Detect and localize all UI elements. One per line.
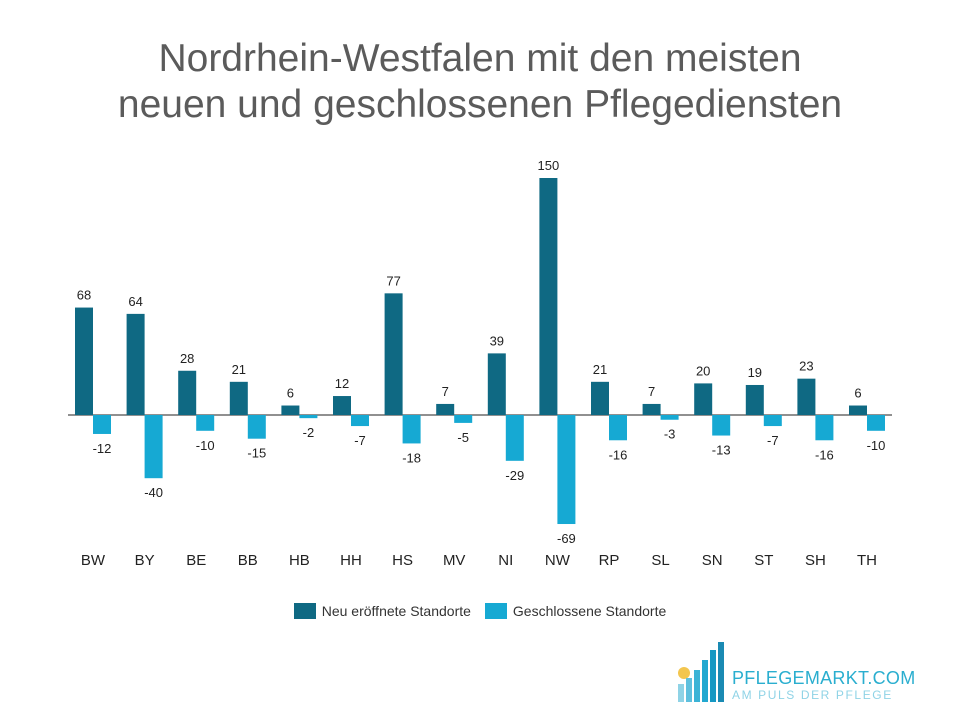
chart-legend: Neu eröffnete Standorte Geschlossene Sta… [0,603,960,619]
data-label-opened-bb: 21 [232,362,246,377]
chart-title-line-2: neuen und geschlossenen Pflegediensten [117,83,843,126]
data-label-closed-rp: -16 [609,447,628,462]
bar-closed-hh [351,415,369,427]
data-label-opened-hh: 12 [335,376,349,391]
bar-closed-th [867,415,885,431]
bar-closed-ni [505,415,524,461]
data-label-opened-nw: 150 [538,158,560,173]
data-label-closed-hs: -18 [402,450,421,465]
bar-opened-nw [539,178,558,415]
bar-opened-mv [436,403,455,415]
data-label-opened-ni: 39 [490,333,504,348]
x-tick-label-sn: SN [702,552,723,569]
bar-closed-be [196,415,215,431]
data-label-closed-hh: -7 [354,433,366,448]
data-label-closed-hb: -2 [303,425,315,440]
x-tick-label-rp: RP [599,552,620,569]
bar-closed-mv [454,415,473,423]
chart-title-line-1: Nordrhein-Westfalen mit den meisten [158,37,802,80]
x-tick-label-hs: HS [392,552,413,569]
data-label-opened-rp: 21 [593,362,607,377]
data-label-opened-st: 19 [748,365,762,380]
data-label-opened-hs: 77 [386,273,400,288]
logo-name: PFLEGEMARKT.COM [732,668,916,688]
data-label-closed-mv: -5 [457,430,469,445]
x-tick-label-hb: HB [289,552,310,569]
x-tick-label-sl: SL [651,552,669,569]
data-label-opened-mv: 7 [442,384,449,399]
bar-closed-sh [815,415,834,441]
bar-closed-st [763,415,782,427]
x-tick-label-hh: HH [340,552,362,569]
legend-item-opened: Neu eröffnete Standorte [293,603,471,619]
data-label-opened-hb: 6 [287,386,294,401]
x-tick-label-sh: SH [805,552,826,569]
bar-closed-rp [609,415,627,441]
logo-mark-icon [678,642,724,702]
data-label-closed-nw: -69 [557,531,576,546]
data-label-closed-sl: -3 [664,427,676,442]
bar-opened-hh [333,396,351,415]
data-label-opened-sn: 20 [696,363,710,378]
legend-item-closed: Geschlossene Standorte [484,603,667,619]
bar-closed-nw [557,415,576,525]
data-label-closed-by: -40 [144,485,163,500]
bar-opened-hs [384,293,403,415]
bar-opened-sh [797,378,816,415]
data-label-closed-th: -10 [867,438,886,453]
bar-opened-sl [642,403,661,415]
data-label-opened-bw: 68 [77,288,91,303]
legend-swatch-closed [484,603,507,619]
bar-closed-sn [712,415,731,436]
pflegemarkt-logo[interactable]: PFLEGEMARKT.COM AM PULS DER PFLEGE [676,640,916,704]
data-label-opened-sh: 23 [799,359,813,374]
chart-title: Nordrhein-Westfalen mit den meisten neue… [0,36,960,128]
x-tick-label-nw: NW [545,552,571,569]
data-label-closed-sn: -13 [712,443,731,458]
bar-opened-st [745,384,764,415]
x-tick-label-bw: BW [81,552,106,569]
bar-opened-rp [591,381,609,415]
data-label-closed-be: -10 [196,438,215,453]
data-label-closed-ni: -29 [505,468,524,483]
x-tick-label-bb: BB [238,552,258,569]
x-tick-label-st: ST [754,552,773,569]
bar-opened-sn [694,383,713,415]
data-label-opened-by: 64 [128,294,142,309]
bar-opened-be [178,370,197,415]
data-label-closed-st: -7 [767,433,779,448]
x-tick-label-mv: MV [443,552,466,569]
bar-closed-sl [660,415,679,420]
x-tick-label-by: BY [135,552,155,569]
bar-opened-th [849,405,867,415]
data-label-closed-bw: -12 [93,441,112,456]
bar-opened-hb [281,405,300,415]
data-label-closed-sh: -16 [815,447,834,462]
bar-closed-hs [402,415,421,444]
x-tick-label-th: TH [857,552,877,569]
data-label-opened-th: 6 [854,386,861,401]
bar-opened-by [126,313,145,415]
bar-closed-bb [247,415,266,439]
data-label-opened-sl: 7 [648,384,655,399]
legend-label-opened: Neu eröffnete Standorte [321,603,471,619]
legend-label-closed: Geschlossene Standorte [512,603,667,619]
bar-opened-bw [75,307,93,415]
x-tick-label-be: BE [186,552,206,569]
data-label-closed-bb: -15 [247,446,266,461]
legend-swatch-opened [293,603,316,619]
data-label-opened-be: 28 [180,351,194,366]
x-tick-label-ni: NI [498,552,513,569]
bar-opened-bb [229,381,248,415]
bar-closed-bw [93,415,111,434]
logo-tagline: AM PULS DER PFLEGE [732,688,893,702]
bar-closed-by [144,415,163,479]
bar-closed-hb [299,415,318,419]
bar-opened-ni [487,353,506,415]
